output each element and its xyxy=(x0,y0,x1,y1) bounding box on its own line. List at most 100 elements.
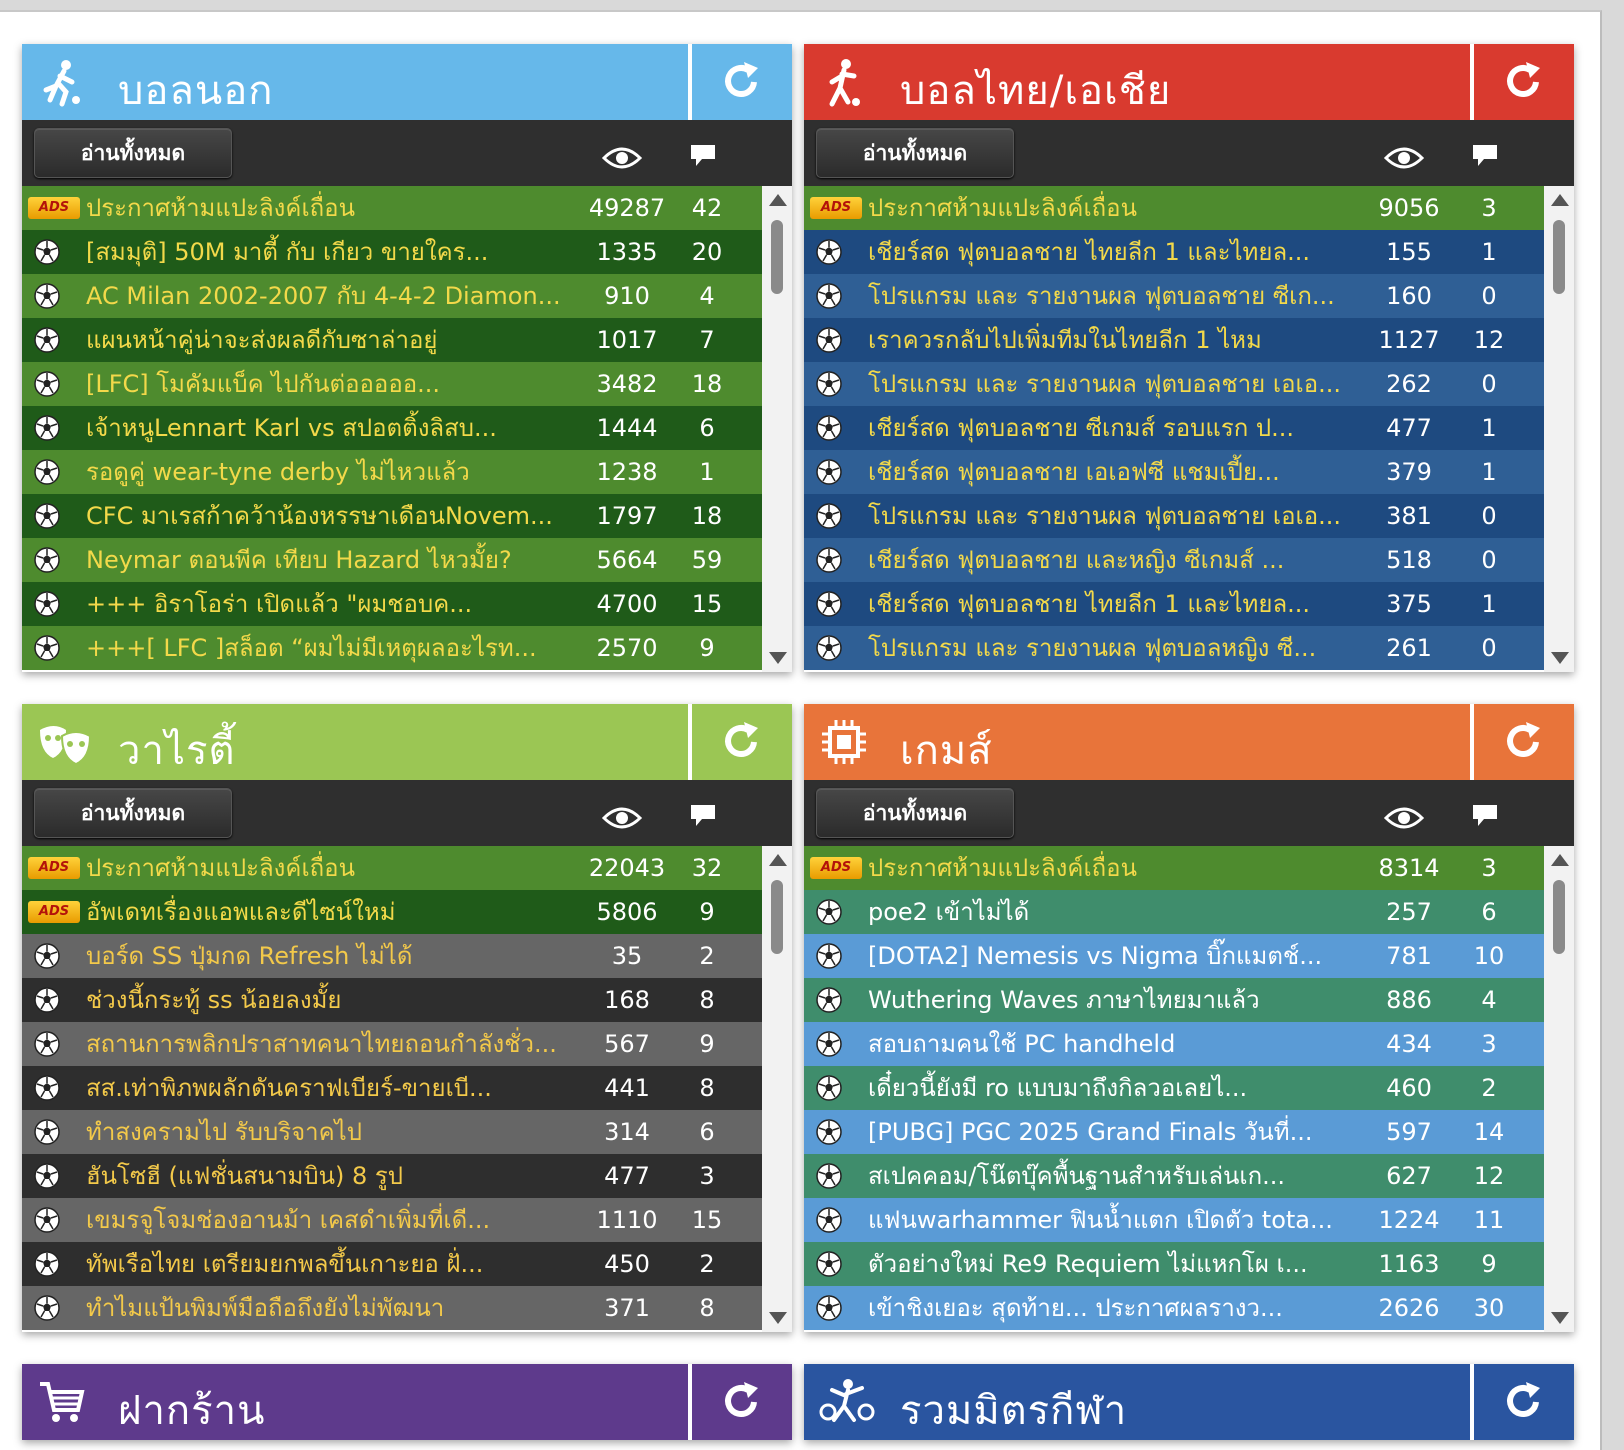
refresh-button[interactable] xyxy=(1470,44,1574,120)
panel-title[interactable]: รวมมิตรกีฬา xyxy=(900,1388,1128,1434)
scroll-up-icon[interactable] xyxy=(769,854,787,866)
topic-title[interactable]: CFC มาเรสก้าคว้าน้องหรรษาเดือนNovem... xyxy=(86,502,553,530)
topic-row[interactable]: โปรแกรม และ รายงานผล ฟุตบอลชาย เอเอ... 26… xyxy=(804,362,1544,406)
read-all-button[interactable]: อ่านทั้งหมด xyxy=(816,128,1014,178)
topic-title[interactable]: โปรแกรม และ รายงานผล ฟุตบอลหญิง ซี... xyxy=(868,634,1317,662)
topic-title[interactable]: โปรแกรม และ รายงานผล ฟุตบอลชาย เอเอ... xyxy=(868,502,1341,530)
scrollbar[interactable] xyxy=(1544,186,1574,672)
topic-title[interactable]: เขมรจูโจมช่องอานม้า เคสดำเพิ่มที่เดี... xyxy=(86,1206,491,1234)
panel-title[interactable]: วาไรตี้ xyxy=(118,728,236,774)
refresh-button[interactable] xyxy=(688,704,792,780)
topic-title[interactable]: [สมมุติ] 50M มาตี้ กับ เกียว ขายใคร... xyxy=(86,238,489,266)
topic-title[interactable]: [PUBG] PGC 2025 Grand Finals วันที่... xyxy=(868,1118,1313,1146)
scroll-up-icon[interactable] xyxy=(769,194,787,206)
topic-row[interactable]: [PUBG] PGC 2025 Grand Finals วันที่... 59… xyxy=(804,1110,1544,1154)
topic-row[interactable]: สส.เท่าพิภพผลักดันคราฟเบียร์-ขายเบี... 44… xyxy=(22,1066,762,1110)
topic-title[interactable]: โปรแกรม และ รายงานผล ฟุตบอลชาย เอเอ... xyxy=(868,370,1341,398)
topic-title[interactable]: บอร์ด SS ปุ่มกด Refresh ไม่ได้ xyxy=(86,942,413,970)
topic-title[interactable]: Neymar ตอนพีค เทียบ Hazard ไหวมั้ย? xyxy=(86,546,512,574)
scroll-down-icon[interactable] xyxy=(769,652,787,664)
refresh-button[interactable] xyxy=(1470,1364,1574,1440)
topic-title[interactable]: ช่วงนี้กระทู้ ss น้อยลงมั้ย xyxy=(86,986,342,1014)
announcement-row[interactable]: ADS ประกาศห้ามแปะลิงค์เถื่อน 8314 3 xyxy=(804,846,1544,890)
scroll-down-icon[interactable] xyxy=(769,1312,787,1324)
scroll-down-icon[interactable] xyxy=(1551,652,1569,664)
topic-title[interactable]: รอดูคู่ wear-tyne derby ไม่ไหวแล้ว xyxy=(86,458,470,486)
panel-title[interactable]: บอลนอก xyxy=(118,68,274,114)
scroll-thumb[interactable] xyxy=(1553,880,1565,954)
topic-title[interactable]: แฟนwarhammer ฟินน้ำแตก เปิดตัว tota... xyxy=(868,1206,1333,1234)
panel-title[interactable]: บอลไทย/เอเชีย xyxy=(900,68,1172,114)
topic-title[interactable]: ตัวอย่างใหม่ Re9 Requiem ไม่แหกโผ เ... xyxy=(868,1250,1308,1278)
topic-title[interactable]: ทัพเรือไทย เตรียมยกพลขึ้นเกาะยอ ฝั่... xyxy=(86,1250,484,1278)
topic-row[interactable]: รอดูคู่ wear-tyne derby ไม่ไหวแล้ว 1238 1 xyxy=(22,450,762,494)
topic-row[interactable]: ทำไมแป้นพิมพ์มือถือถึงยังไม่พัฒนา 371 8 xyxy=(22,1286,762,1330)
topic-row[interactable]: เชียร์สด ฟุตบอลชาย ไทยลีก 1 และไทยล... 37… xyxy=(804,582,1544,626)
topic-row[interactable]: poe2 เข้าไม่ได้ 257 6 xyxy=(804,890,1544,934)
scroll-thumb[interactable] xyxy=(771,220,783,294)
refresh-button[interactable] xyxy=(688,44,792,120)
topic-row[interactable]: สอบถามคนใช้ PC handheld 434 3 xyxy=(804,1022,1544,1066)
topic-title[interactable]: เชียร์สด ฟุตบอลชาย เอเอฟซี แชมเปี้ย... xyxy=(868,458,1280,486)
topic-title[interactable]: สส.เท่าพิภพผลักดันคราฟเบียร์-ขายเบี... xyxy=(86,1074,492,1102)
topic-title[interactable]: สเปคคอม/โน๊ตบุ๊คพื้นฐานสำหรับเล่นเก... xyxy=(868,1162,1286,1190)
topic-title[interactable]: แผนหน้าคู่น่าจะส่งผลดีกับซาล่าอยู่ xyxy=(86,326,438,354)
topic-title[interactable]: เชียร์สด ฟุตบอลชาย ไทยลีก 1 และไทยล... xyxy=(868,590,1311,618)
topic-title[interactable]: AC Milan 2002-2007 กับ 4-4-2 Diamon... xyxy=(86,282,561,310)
topic-row[interactable]: เข้าชิงเยอะ สุดท้าย... ประกาศผลรางว... 26… xyxy=(804,1286,1544,1330)
topic-row[interactable]: เชียร์สด ฟุตบอลชาย และหญิง ซีเกมส์ ... 51… xyxy=(804,538,1544,582)
topic-row[interactable]: ทำสงครามไป รับบริจาคไป 314 6 xyxy=(22,1110,762,1154)
topic-title[interactable]: เชียร์สด ฟุตบอลชาย ซีเกมส์ รอบแรก ป... xyxy=(868,414,1294,442)
topic-row[interactable]: CFC มาเรสก้าคว้าน้องหรรษาเดือนNovem... 17… xyxy=(22,494,762,538)
topic-title[interactable]: ประกาศห้ามแปะลิงค์เถื่อน xyxy=(868,194,1138,222)
topic-row[interactable]: [สมมุติ] 50M มาตี้ กับ เกียว ขายใคร... 13… xyxy=(22,230,762,274)
topic-row[interactable]: เขมรจูโจมช่องอานม้า เคสดำเพิ่มที่เดี... 1… xyxy=(22,1198,762,1242)
topic-row[interactable]: Wuthering Waves ภาษาไทยมาแล้ว 886 4 xyxy=(804,978,1544,1022)
scrollbar[interactable] xyxy=(762,846,792,1332)
topic-title[interactable]: เจ้าหนูLennart Karl vs สปอตติ้งลิสบ... xyxy=(86,414,497,442)
topic-title[interactable]: เชียร์สด ฟุตบอลชาย และหญิง ซีเกมส์ ... xyxy=(868,546,1285,574)
topic-row[interactable]: เชียร์สด ฟุตบอลชาย ไทยลีก 1 และไทยล... 15… xyxy=(804,230,1544,274)
panel-title[interactable]: ฝากร้าน xyxy=(118,1388,266,1434)
refresh-button[interactable] xyxy=(1470,704,1574,780)
topic-title[interactable]: ประกาศห้ามแปะลิงค์เถื่อน xyxy=(86,194,356,222)
topic-row[interactable]: +++[ LFC ]สล็อต “ผมไม่มีเหตุผลอะไรท... 25… xyxy=(22,626,762,670)
topic-row[interactable]: ตัวอย่างใหม่ Re9 Requiem ไม่แหกโผ เ... 11… xyxy=(804,1242,1544,1286)
topic-row[interactable]: [DOTA2] Nemesis vs Nigma บิ๊กแมตช์... 781… xyxy=(804,934,1544,978)
topic-row[interactable]: เราควรกลับไปเพิ่มทีมในไทยลีก 1 ไหม 1127 12 xyxy=(804,318,1544,362)
scroll-down-icon[interactable] xyxy=(1551,1312,1569,1324)
topic-title[interactable]: ทำไมแป้นพิมพ์มือถือถึงยังไม่พัฒนา xyxy=(86,1294,445,1322)
scrollbar[interactable] xyxy=(1544,846,1574,1332)
scrollbar[interactable] xyxy=(762,186,792,672)
read-all-button[interactable]: อ่านทั้งหมด xyxy=(34,788,232,838)
topic-row[interactable]: เดี๋ยวนี้ยังมี ro แบบมาถึงกิลวอเลยไ... 46… xyxy=(804,1066,1544,1110)
announcement-row[interactable]: ADS ประกาศห้ามแปะลิงค์เถื่อน 9056 3 xyxy=(804,186,1544,230)
topic-row[interactable]: แฟนwarhammer ฟินน้ำแตก เปิดตัว tota... 12… xyxy=(804,1198,1544,1242)
topic-row[interactable]: AC Milan 2002-2007 กับ 4-4-2 Diamon... 91… xyxy=(22,274,762,318)
topic-row[interactable]: ช่วงนี้กระทู้ ss น้อยลงมั้ย 168 8 xyxy=(22,978,762,1022)
topic-title[interactable]: อัพเดทเรื่องแอพและดีไซน์ใหม่ xyxy=(86,898,396,926)
topic-title[interactable]: [LFC] โมคัมแบ็ค ไปกันต่อออออ... xyxy=(86,370,441,398)
topic-row[interactable]: [LFC] โมคัมแบ็ค ไปกันต่อออออ... 3482 18 xyxy=(22,362,762,406)
topic-title[interactable]: โปรแกรม และ รายงานผล ฟุตบอลชาย ซีเก... xyxy=(868,282,1335,310)
topic-row[interactable]: สเปคคอม/โน๊ตบุ๊คพื้นฐานสำหรับเล่นเก... 62… xyxy=(804,1154,1544,1198)
announcement-row[interactable]: ADS อัพเดทเรื่องแอพและดีไซน์ใหม่ 5806 9 xyxy=(22,890,762,934)
topic-title[interactable]: ทำสงครามไป รับบริจาคไป xyxy=(86,1118,362,1146)
topic-row[interactable]: โปรแกรม และ รายงานผล ฟุตบอลชาย ซีเก... 16… xyxy=(804,274,1544,318)
topic-row[interactable]: โปรแกรม และ รายงานผล ฟุตบอลหญิง ซี... 261… xyxy=(804,626,1544,670)
scroll-thumb[interactable] xyxy=(1553,220,1565,294)
topic-row[interactable]: เจ้าหนูLennart Karl vs สปอตติ้งลิสบ... 14… xyxy=(22,406,762,450)
topic-row[interactable]: ฮันโซฮี (แฟชั่นสนามบิน) 8 รูป 477 3 xyxy=(22,1154,762,1198)
topic-row[interactable]: บอร์ด SS ปุ่มกด Refresh ไม่ได้ 35 2 xyxy=(22,934,762,978)
topic-title[interactable]: เชียร์สด ฟุตบอลชาย ไทยลีก 1 และไทยล... xyxy=(868,238,1311,266)
panel-title[interactable]: เกมส์ xyxy=(900,728,993,774)
scroll-thumb[interactable] xyxy=(771,880,783,954)
topic-title[interactable]: ประกาศห้ามแปะลิงค์เถื่อน xyxy=(86,854,356,882)
topic-row[interactable]: ทัพเรือไทย เตรียมยกพลขึ้นเกาะยอ ฝั่... 45… xyxy=(22,1242,762,1286)
scroll-up-icon[interactable] xyxy=(1551,194,1569,206)
topic-title[interactable]: Wuthering Waves ภาษาไทยมาแล้ว xyxy=(868,986,1260,1014)
scroll-up-icon[interactable] xyxy=(1551,854,1569,866)
topic-title[interactable]: ฮันโซฮี (แฟชั่นสนามบิน) 8 รูป xyxy=(86,1162,404,1190)
topic-title[interactable]: poe2 เข้าไม่ได้ xyxy=(868,898,1030,926)
read-all-button[interactable]: อ่านทั้งหมด xyxy=(816,788,1014,838)
